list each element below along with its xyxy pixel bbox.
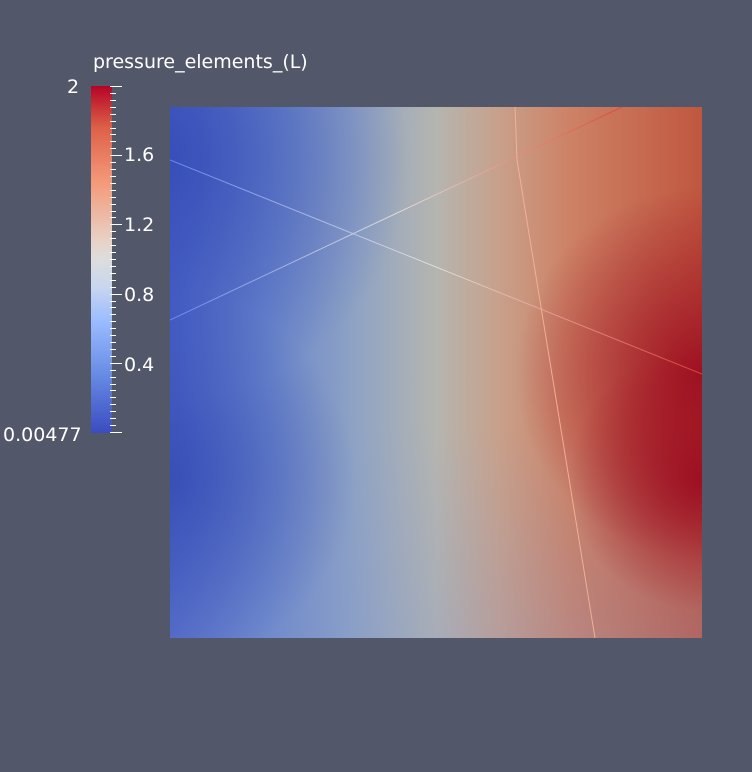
pressure-field-svg (170, 107, 702, 638)
scalar-bar-tick-label: 0.4 (124, 354, 155, 376)
scalar-bar-max-label: 2 (67, 76, 80, 98)
pressure-field-plot[interactable] (170, 107, 702, 638)
scalar-bar-tick-label: 1.2 (124, 214, 155, 236)
mesh-edges (170, 107, 702, 638)
scalar-bar-min-label: 0.00477 (3, 424, 82, 446)
scalar-bar-tick-label: 0.8 (124, 284, 155, 306)
scalar-bar-ticks (110, 86, 122, 433)
scalar-bar-title: pressure_elements_(L) (93, 51, 308, 73)
scalar-bar-tick-label: 1.6 (124, 144, 155, 166)
scalar-bar-colorbar (91, 86, 112, 433)
